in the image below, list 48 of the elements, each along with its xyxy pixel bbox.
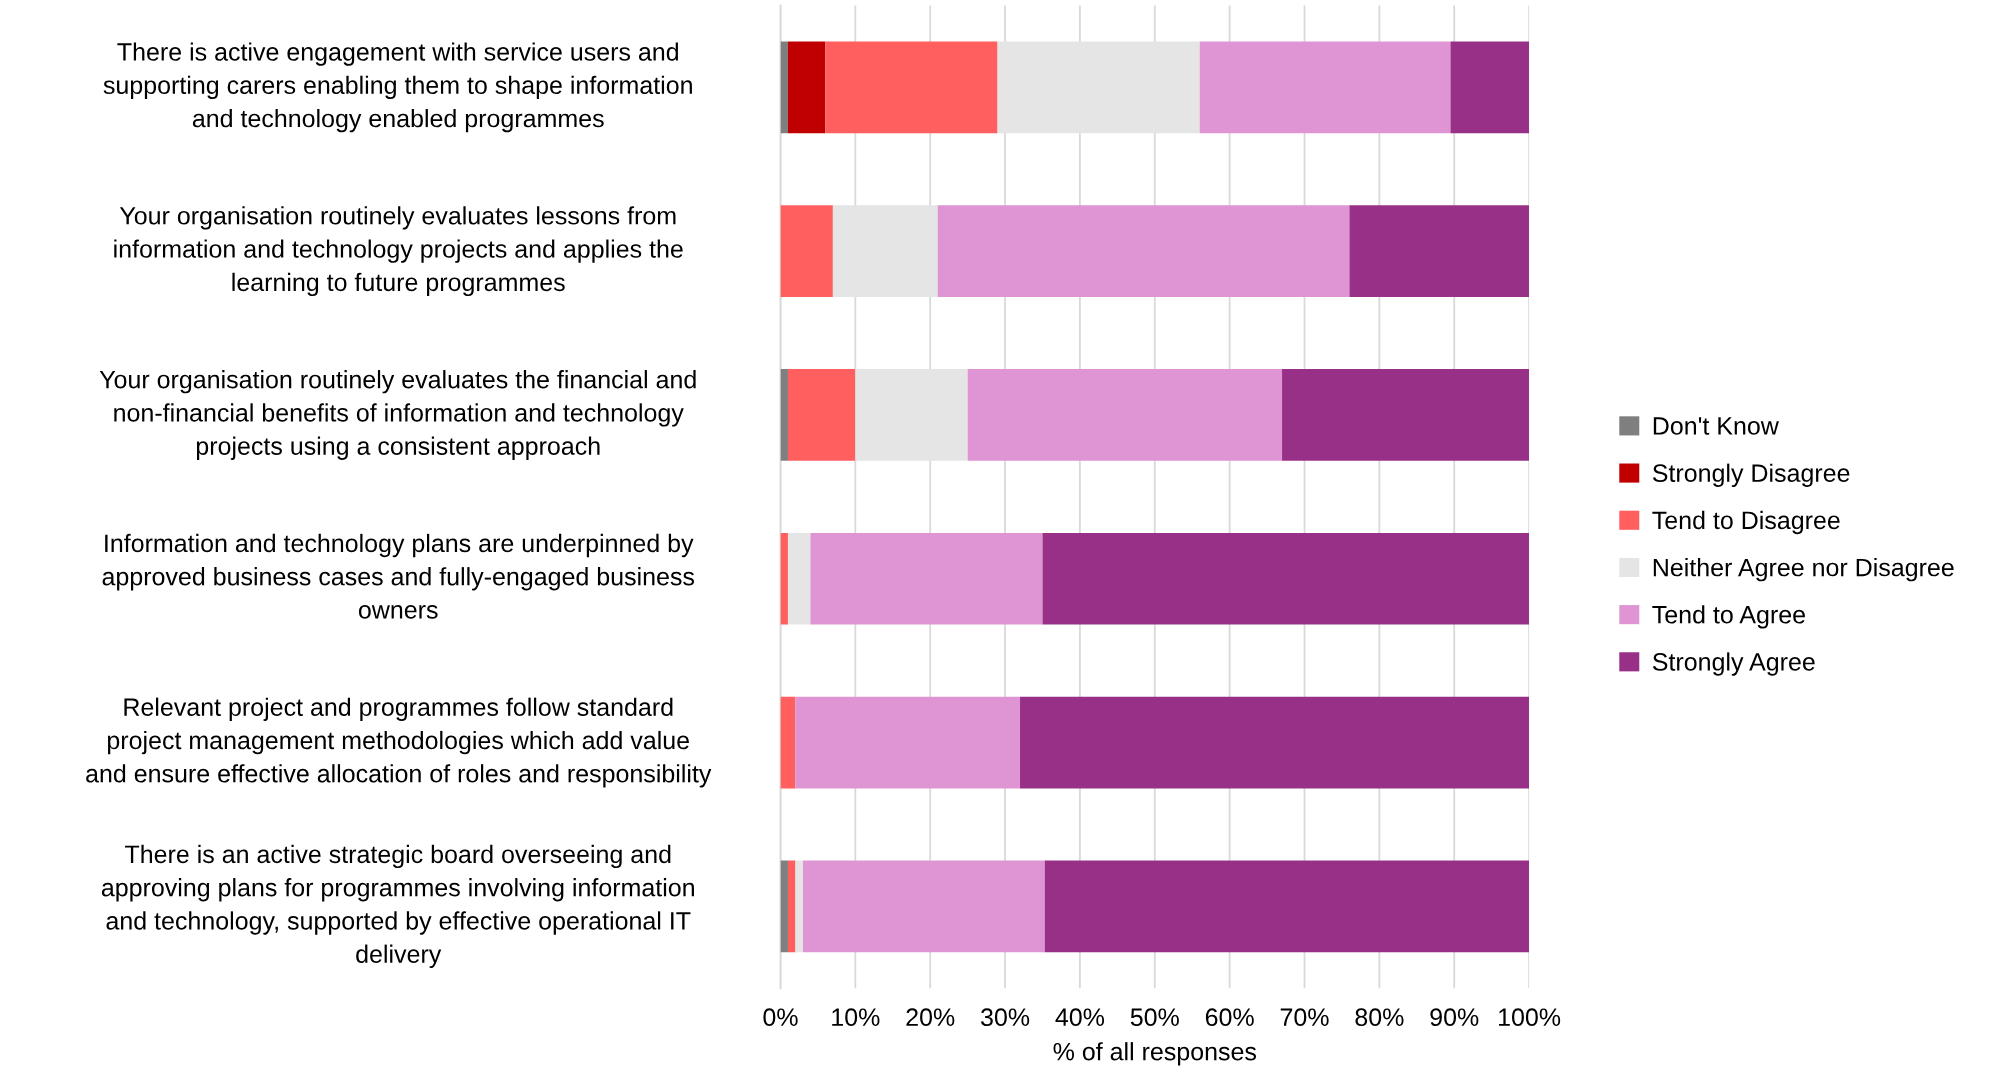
bar [780, 41, 788, 134]
x-tick-label: 100% [1499, 1008, 1561, 1027]
legend-label: Don't Know [1653, 417, 1779, 435]
x-tick-label: 0% [763, 1008, 798, 1027]
x-tick-label: 80% [1355, 1008, 1404, 1027]
bar [1044, 860, 1530, 953]
legend-label: Tend to Disagree [1652, 510, 1840, 535]
y-tick-label: Your organisation routinely evaluates the financial and non-financial benefits of information and technology projects using a consistent approach [99, 370, 696, 460]
bar [967, 369, 1283, 461]
bar [795, 860, 803, 953]
bar [787, 860, 796, 953]
bar [780, 696, 796, 789]
x-tick-label: 30% [980, 1008, 1030, 1027]
bar [1450, 41, 1530, 134]
x-tick-label: 50% [1130, 1008, 1179, 1027]
x-tick-label: 90% [1430, 1008, 1479, 1027]
bar [780, 860, 788, 953]
y-tick-label: Information and technology plans are underpinned by approved business cases and fully-engaged business owners [102, 533, 695, 619]
y-tick-label: Your organisation routinely evaluates lessons from information and technology projects and applies the learning to future programmes [114, 206, 683, 297]
bar [795, 696, 1021, 789]
bar [1042, 532, 1530, 625]
y-tick-label: There is active engagement with service users and supporting carers enabling them to shape information and technology enabled programmes [103, 42, 692, 133]
bar [810, 532, 1043, 625]
legend-label: Strongly Agree [1652, 652, 1815, 676]
bar [1020, 696, 1530, 789]
x-tick-label: 40% [1055, 1008, 1105, 1027]
y-tick-label: Relevant project and programmes follow standard project management methodologies which add value and ensure effective allocation of roles and responsibility [86, 697, 712, 788]
bar [780, 205, 833, 298]
bar [780, 532, 788, 625]
bar [1282, 369, 1530, 461]
bar [937, 205, 1350, 298]
legend-label: Tend to Agree [1652, 605, 1805, 629]
bar [787, 369, 856, 461]
x-tick-label: 60% [1205, 1008, 1254, 1027]
x-tick-label: 20% [906, 1008, 955, 1027]
bar [802, 860, 1045, 953]
legend-label: Neither Agree nor Disagree [1653, 558, 1954, 582]
bar [1199, 41, 1451, 134]
y-tick-label: There is an active strategic board overseeing and approving plans for programmes involving information and technology, supported by effective operational IT delivery [101, 844, 694, 968]
bar [825, 41, 998, 134]
bar [787, 532, 811, 625]
x-tick-label: 70% [1280, 1008, 1329, 1027]
bar [787, 41, 826, 134]
x-axis-title: % of all responses [1053, 1042, 1257, 1066]
legend-label: Strongly Disagree [1652, 463, 1850, 487]
bar [1349, 205, 1530, 298]
bar [780, 369, 788, 461]
x-tick-label: 10% [832, 1008, 880, 1027]
